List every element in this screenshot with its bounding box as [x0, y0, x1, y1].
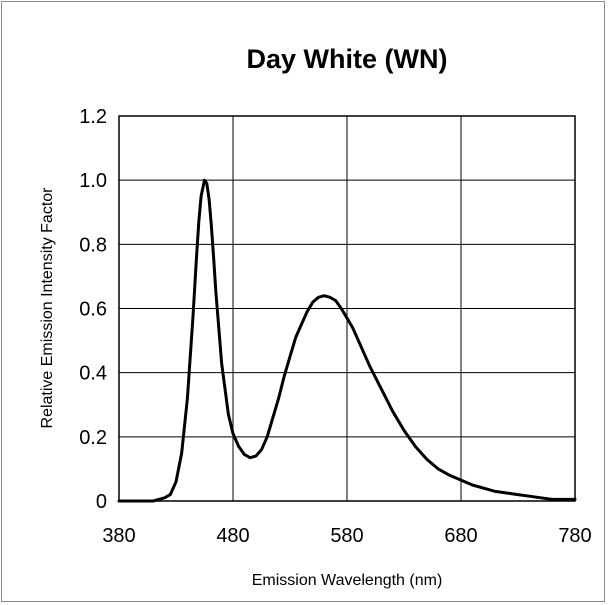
- series-line: [117, 178, 577, 503]
- x-tick-label: 580: [330, 525, 363, 547]
- x-tick-label: 680: [444, 525, 477, 547]
- y-axis-ticks: 0 0.2 0.4 0.6 0.8 1.0 1.2: [79, 106, 107, 513]
- chart-title: Day White (WN): [247, 44, 448, 74]
- plot-area-border: [118, 115, 576, 502]
- y-tick-label: 0: [96, 491, 107, 513]
- x-axis-ticks: 380 480 580 680 780: [102, 525, 591, 547]
- x-axis-label: Emission Wavelength (nm): [252, 572, 443, 589]
- x-tick-label: 480: [216, 525, 249, 547]
- x-tick-label: 380: [102, 525, 135, 547]
- y-tick-label: 0.8: [79, 234, 107, 256]
- y-tick-label: 0.6: [79, 299, 107, 321]
- y-tick-label: 0.2: [79, 427, 107, 449]
- grid-lines: [118, 115, 576, 502]
- y-tick-label: 0.4: [79, 363, 107, 385]
- x-tick-label: 780: [558, 525, 591, 547]
- y-tick-label: 1.2: [79, 106, 107, 128]
- y-tick-label: 1.0: [79, 170, 107, 192]
- y-axis-label: Relative Emission Intensity Factor: [39, 187, 56, 429]
